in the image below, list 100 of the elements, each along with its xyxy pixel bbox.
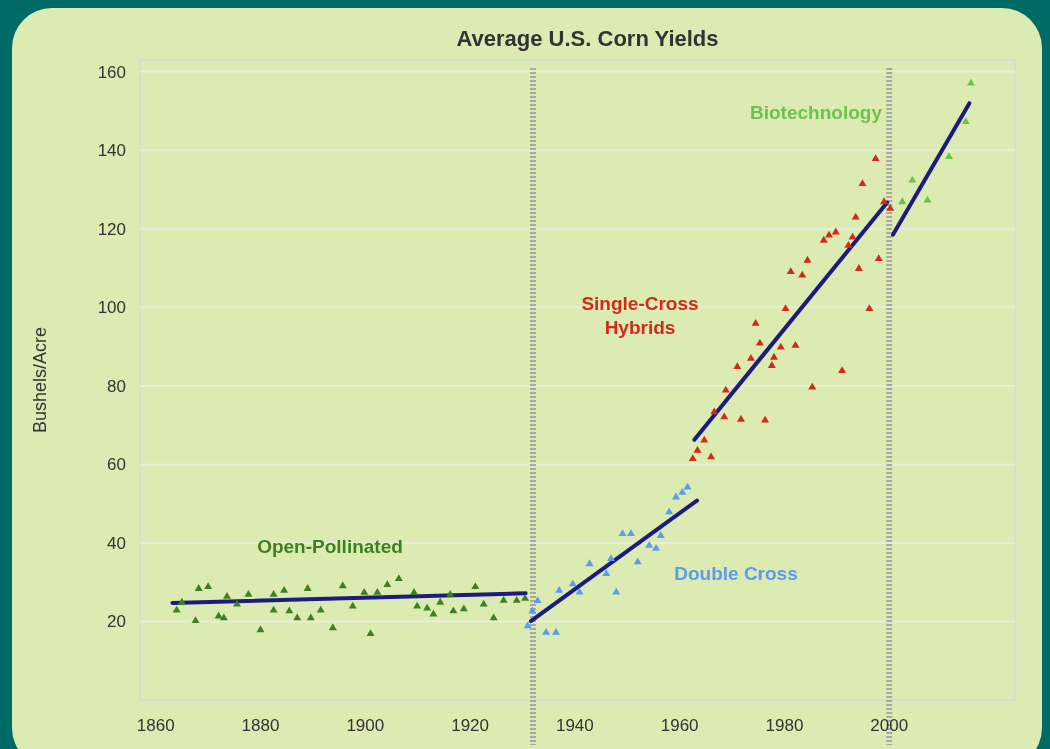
point (552, 628, 561, 635)
point (269, 589, 278, 597)
y-axis-title: Bushels/Acre (30, 326, 50, 434)
point (222, 591, 231, 599)
point (607, 554, 616, 562)
point (791, 341, 800, 348)
point (678, 487, 687, 495)
point (177, 597, 186, 605)
x-tick-label: 1960 (660, 716, 699, 735)
point (568, 579, 577, 587)
point (831, 227, 840, 235)
point (512, 595, 521, 603)
point (736, 414, 745, 422)
point (908, 175, 917, 183)
point (204, 582, 213, 589)
point (898, 197, 907, 205)
point (232, 599, 241, 607)
x-tick-label: 1980 (765, 716, 804, 735)
point (874, 254, 883, 262)
y-tick-label: 20 (107, 612, 126, 632)
point (436, 597, 445, 605)
point (683, 482, 692, 490)
series-label: Double Cross (674, 563, 798, 584)
point (194, 584, 203, 591)
point (798, 270, 807, 278)
point (499, 595, 508, 603)
y-tick-label: 40 (107, 533, 126, 553)
point (446, 589, 455, 597)
point (602, 569, 611, 576)
point (521, 593, 530, 601)
point (693, 445, 702, 453)
point (366, 629, 375, 637)
x-tick-label: 1860 (136, 716, 175, 735)
point (786, 267, 795, 275)
point (528, 606, 537, 614)
point (449, 606, 458, 614)
point (191, 616, 200, 624)
point (751, 319, 760, 326)
point (923, 195, 932, 203)
point (383, 580, 392, 587)
y-tick-label: 120 (97, 219, 126, 239)
point (767, 361, 776, 368)
point (394, 574, 403, 582)
x-tick-label: 1920 (451, 716, 489, 735)
point (585, 559, 594, 567)
point (633, 557, 642, 565)
point (489, 613, 498, 621)
text: Single-Cross Hybrids (581, 293, 699, 338)
point (555, 586, 564, 593)
point (710, 407, 719, 415)
point (665, 507, 674, 515)
point (306, 613, 315, 621)
y-tick-label: 60 (107, 455, 126, 475)
point (479, 599, 488, 607)
point (618, 529, 627, 536)
point (303, 584, 312, 591)
point (459, 604, 468, 612)
point (688, 454, 697, 461)
point (348, 601, 357, 609)
point (746, 354, 755, 361)
point (652, 544, 661, 551)
point (645, 540, 654, 548)
x-tick-label: 1940 (555, 716, 594, 735)
point (865, 304, 874, 311)
point (423, 603, 432, 611)
point (886, 204, 895, 211)
point (966, 78, 975, 86)
point (944, 152, 953, 159)
y-tick-label: 100 (97, 298, 126, 318)
point (285, 606, 294, 614)
point (244, 589, 253, 597)
point (471, 582, 480, 589)
point (825, 230, 833, 238)
point (523, 621, 532, 629)
point (769, 352, 778, 360)
point (542, 628, 551, 635)
point (626, 529, 635, 536)
point (656, 531, 665, 538)
point (373, 588, 382, 595)
point (219, 613, 228, 621)
point (819, 235, 828, 243)
point (880, 197, 889, 205)
point (280, 586, 289, 593)
point (328, 623, 337, 631)
point (838, 366, 847, 373)
text: Biotechnology (750, 102, 883, 123)
y-tick-label: 80 (107, 376, 126, 396)
series-label: Open-Pollinated (257, 536, 403, 557)
point (721, 385, 730, 393)
x-tick-label: 2000 (870, 716, 909, 735)
point (858, 179, 867, 187)
point (720, 412, 729, 420)
point (871, 154, 880, 161)
point (413, 601, 422, 609)
point (781, 304, 790, 311)
point (533, 596, 542, 604)
point (733, 362, 742, 370)
x-tick-label: 1900 (346, 716, 385, 735)
y-tick-label: 140 (97, 141, 126, 161)
point (256, 625, 265, 633)
